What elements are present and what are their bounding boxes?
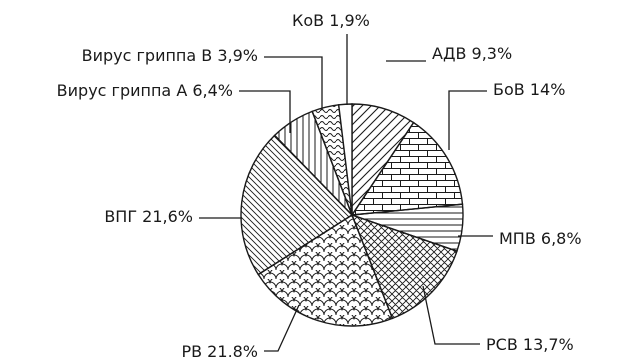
leader-line-7 [239,90,291,133]
slice-label-3: МПВ 6,8% [499,229,582,248]
pie-labels: АДВ 9,3% БоВ 14% МПВ 6,8% РСВ 13,7% РВ 21,8%… [57,11,582,357]
pie-slice-2 [350,121,464,216]
slice-label-9: КоВ 1,9% [292,11,370,30]
pie-slice-6 [240,134,354,276]
slice-label-7: Вирус гриппа А 6,4% [57,81,233,100]
pie-slice-4 [350,213,458,320]
leader-line-8 [264,56,323,110]
slice-label-1: АДВ 9,3% [432,44,512,63]
pie-slice-5 [257,213,394,327]
slice-label-8: Вирус гриппа В 3,9% [82,46,258,65]
pie-slice-9 [337,103,353,216]
slice-label-2: БоВ 14% [493,80,565,99]
leader-line-5 [264,304,300,352]
leader-line-4 [422,285,480,345]
slice-label-4: РСВ 13,7% [486,335,574,354]
slice-label-5: РВ 21,8% [181,342,258,357]
pie-slices [240,103,464,327]
leader-line-2 [448,90,487,150]
pie-leader-lines [199,34,493,352]
slice-label-6: ВПГ 21,6% [104,207,193,226]
